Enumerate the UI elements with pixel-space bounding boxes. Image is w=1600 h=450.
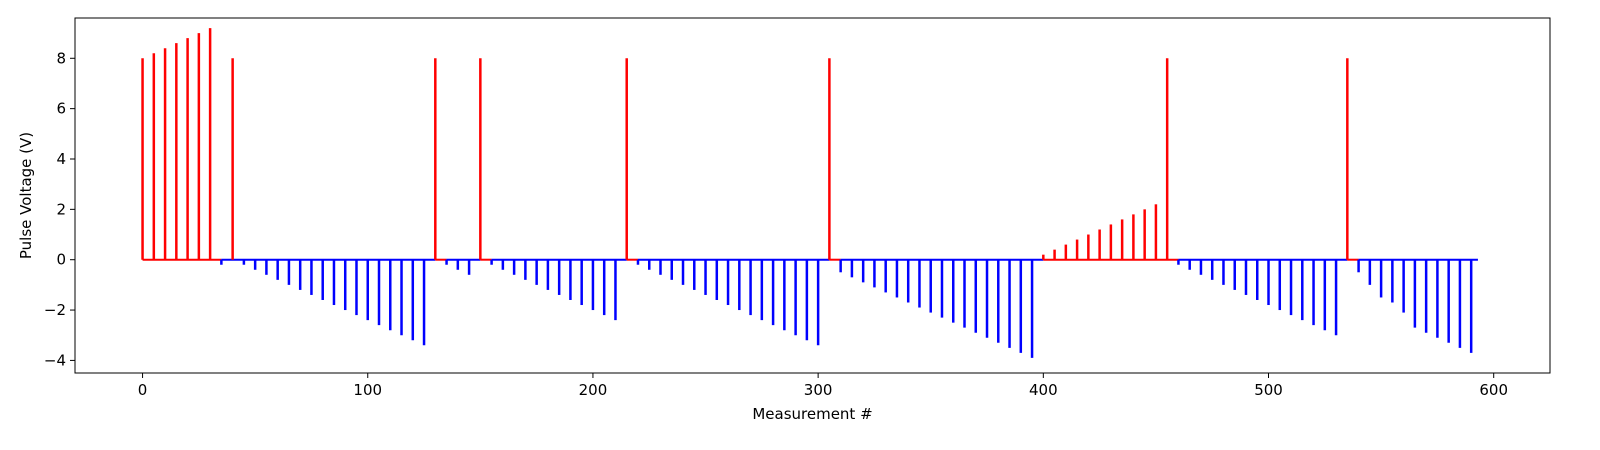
y-tick-label: −4: [44, 351, 66, 369]
x-tick-label: 400: [1029, 381, 1058, 399]
y-tick-label: 6: [56, 100, 66, 118]
x-tick-label: 600: [1479, 381, 1508, 399]
y-tick-label: −2: [44, 301, 66, 319]
y-axis-ticks: −4 −2 0 2 4 6 8: [44, 49, 75, 369]
y-tick-label: 2: [56, 200, 66, 218]
y-tick-label: 8: [56, 49, 66, 67]
x-axis-label: Measurement #: [752, 405, 872, 423]
y-tick-label: 4: [56, 150, 66, 168]
x-tick-label: 300: [804, 381, 833, 399]
x-tick-label: 0: [138, 381, 148, 399]
x-tick-label: 500: [1254, 381, 1283, 399]
x-tick-label: 200: [579, 381, 608, 399]
x-axis-ticks: 0 100 200 300 400 500 600: [138, 373, 1508, 399]
y-axis-label: Pulse Voltage (V): [17, 132, 35, 259]
plot-frame: [74, 17, 1551, 374]
stem-marks: [141, 28, 1478, 358]
y-tick-label: 0: [56, 251, 66, 269]
x-tick-label: 100: [353, 381, 382, 399]
